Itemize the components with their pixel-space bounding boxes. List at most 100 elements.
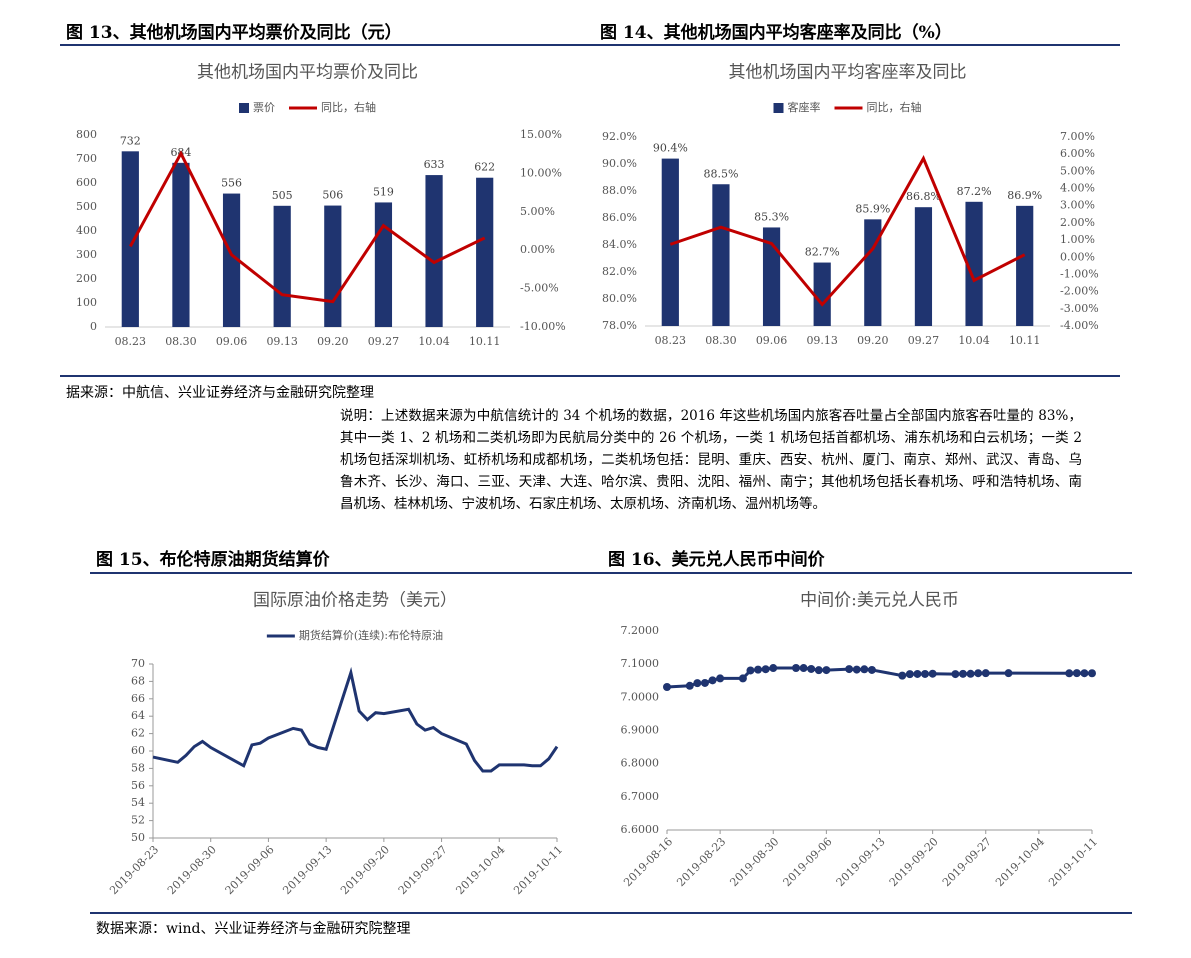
y-tick-label: 500: [76, 200, 97, 213]
point: [738, 674, 747, 683]
x-tick-label: 09.20: [857, 334, 889, 347]
y-tick-label: 7.0000: [621, 690, 660, 703]
bar: [273, 205, 291, 327]
point: [700, 678, 709, 687]
y-tick-label: 70: [131, 657, 145, 670]
figure-caption: 图 15、布伦特原油期货结算价: [96, 550, 330, 570]
data-label: 87.2%: [957, 185, 992, 198]
point: [761, 665, 770, 674]
y-tick-label: 58: [131, 761, 145, 774]
point: [814, 666, 823, 675]
point: [867, 665, 876, 674]
x-tick-label: 2019-09-13: [280, 843, 334, 897]
y-tick-label: 82.0%: [602, 265, 637, 278]
point: [1072, 669, 1081, 678]
legend-label: 期货结算价(连续):布伦特原油: [299, 628, 443, 642]
x-tick-label: 08.23: [655, 334, 687, 347]
line: [152, 666, 559, 773]
y-tick-label: 54: [131, 796, 145, 809]
y2-tick-label: 3.00%: [1060, 199, 1095, 212]
line: [669, 155, 1026, 307]
point: [822, 666, 831, 675]
bar: [172, 162, 190, 327]
figure-caption: 图 14、其他机场国内平均客座率及同比（%）: [600, 23, 952, 43]
x-tick-label: 2019-10-04: [993, 835, 1047, 889]
x-tick-label: 2019-09-06: [223, 843, 277, 897]
data-label: 82.7%: [805, 246, 840, 259]
chart-title: 其他机场国内平均客座率及同比: [729, 63, 967, 83]
bar: [222, 193, 241, 327]
x-tick-label: 10.11: [469, 335, 501, 348]
y2-tick-label: -1.00%: [1060, 267, 1099, 280]
data-label: 633: [424, 158, 445, 171]
figure-caption: 图 13、其他机场国内平均票价及同比（元）: [66, 23, 402, 43]
bar: [476, 177, 494, 327]
y-tick-label: 700: [76, 152, 97, 165]
y-tick-label: 90.0%: [602, 157, 637, 170]
data-label: 732: [120, 134, 141, 147]
y2-tick-label: 6.00%: [1060, 147, 1095, 160]
legend-swatch: [773, 103, 784, 113]
x-tick-label: 09.27: [908, 334, 940, 347]
point: [974, 669, 983, 678]
y-tick-label: 400: [76, 224, 97, 237]
bar: [712, 184, 730, 326]
point: [1004, 669, 1013, 678]
y-tick-label: 78.0%: [602, 319, 637, 332]
point: [708, 676, 717, 685]
y-tick-label: 6.7000: [621, 790, 660, 803]
point: [807, 664, 816, 673]
rule: [60, 375, 1120, 377]
y2-tick-label: 2.00%: [1060, 216, 1095, 229]
x-tick-label: 09.13: [806, 334, 838, 347]
point: [1065, 669, 1074, 678]
y-tick-label: 80.0%: [602, 292, 637, 305]
y2-tick-label: 5.00%: [520, 205, 555, 218]
point: [1080, 669, 1089, 678]
x-tick-label: 10.04: [418, 335, 450, 348]
x-tick-label: 2019-09-20: [887, 835, 941, 889]
point: [913, 669, 922, 678]
chart-title: 其他机场国内平均票价及同比: [197, 63, 418, 83]
y2-tick-label: 5.00%: [1060, 164, 1095, 177]
x-tick-label: 09.13: [266, 335, 298, 348]
point: [860, 665, 869, 674]
data-label: 85.9%: [855, 202, 890, 215]
bar: [762, 227, 781, 326]
y-tick-label: 64: [131, 709, 145, 722]
chart: 其他机场国内平均票价及同比 0 100 200 300 400 500 600 700 800 -1…: [76, 63, 566, 349]
bar: [864, 219, 882, 326]
point: [921, 669, 930, 678]
x-tick-label: 2019-08-23: [107, 843, 161, 897]
bar: [374, 202, 393, 327]
x-tick-label: 2019-08-30: [727, 835, 781, 889]
x-tick-label: 08.23: [115, 335, 147, 348]
point: [792, 664, 801, 673]
point: [905, 670, 914, 679]
y2-tick-label: 7.00%: [1060, 130, 1095, 143]
y-tick-label: 6.6000: [621, 823, 660, 836]
y-tick-label: 600: [76, 176, 97, 189]
rule: [60, 44, 1120, 46]
line: [128, 150, 486, 304]
y-tick-label: 88.0%: [602, 184, 637, 197]
point: [958, 669, 967, 678]
y-tick-label: 56: [131, 779, 145, 792]
bar: [121, 151, 139, 327]
data-label: 90.4%: [653, 142, 688, 155]
bar: [661, 158, 679, 326]
legend-label: 客座率: [788, 100, 821, 114]
point: [769, 664, 778, 673]
y-tick-label: 62: [131, 727, 145, 740]
y-tick-label: 68: [131, 674, 145, 687]
y-tick-label: 0: [90, 320, 97, 333]
y-tick-label: 86.0%: [602, 211, 637, 224]
chart: 中间价:美元兑人民币 6.6000 6.7000 6.8000 6.9000 7.0000…: [621, 591, 1101, 890]
bar: [425, 175, 443, 327]
source: 数据来源：wind、兴业证券经济与金融研究院整理: [96, 921, 411, 937]
y2-tick-label: -4.00%: [1060, 319, 1099, 332]
data-label: 556: [221, 177, 242, 190]
data-label: 519: [373, 185, 394, 198]
source: 据来源：中航信、兴业证券经济与金融研究院整理: [66, 385, 374, 401]
point: [928, 669, 937, 678]
